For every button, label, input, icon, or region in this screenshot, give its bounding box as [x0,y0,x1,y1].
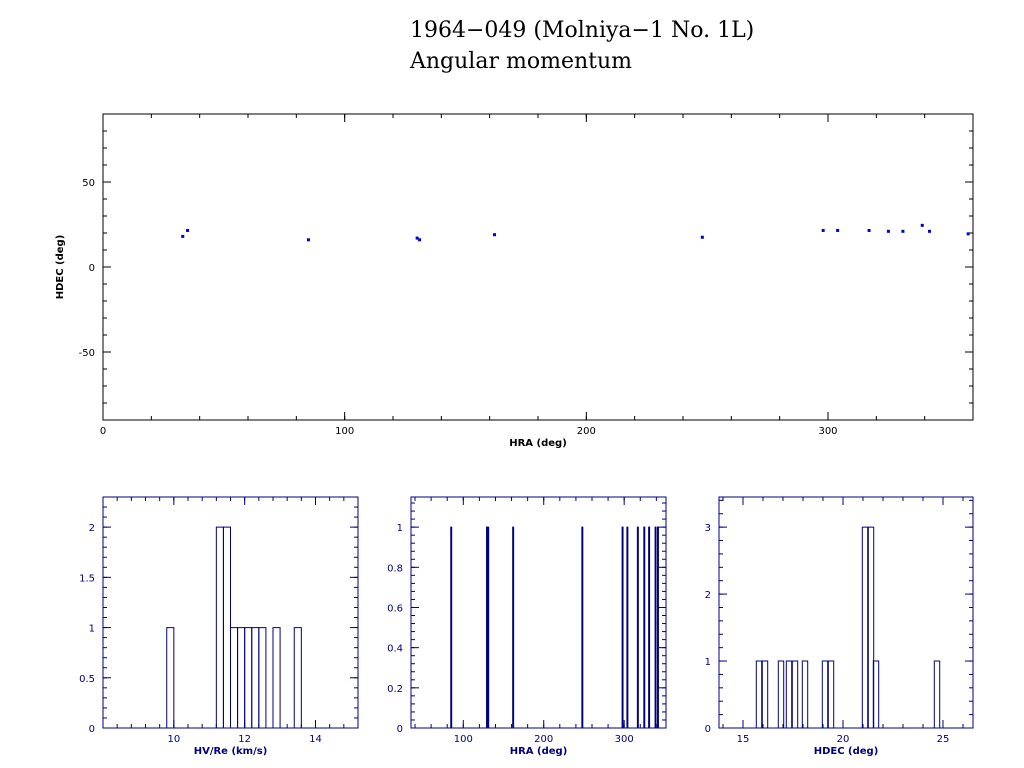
data-point [966,232,970,236]
y-tick-label: 1.5 [79,573,95,584]
histogram-bar [244,627,253,728]
y-tick-label: 0.6 [387,603,403,614]
histogram-bar [258,627,267,728]
histogram-bar [761,660,769,728]
histogram-bar [821,660,829,728]
histogram-bar [222,526,231,728]
plot-frame [102,113,974,421]
data-point [306,238,310,242]
histogram-bar [237,627,246,728]
y-tick-label: 1 [705,657,711,668]
histogram-bar [827,660,835,728]
data-point [186,228,190,232]
histogram-bar [621,526,624,728]
y-tick-label: 3 [705,523,711,534]
histogram-bar [755,660,763,728]
x-tick-label: 15 [737,734,750,745]
histogram-bar [512,526,515,728]
histogram-bar [293,627,302,728]
y-tick-label: 0.2 [387,684,403,695]
x-tick-label: 100 [454,734,473,745]
histogram-bar [251,627,260,728]
histogram-bar [648,526,651,728]
x-tick-label: 25 [937,734,950,745]
data-point [700,235,704,239]
histogram-bar [626,526,629,728]
y-tick-label: 0 [397,724,403,735]
histogram-bar [166,627,175,728]
y-tick-label: -50 [79,348,95,359]
x-tick-label: 0 [100,426,106,437]
x-axis-label: HRA (deg) [509,438,567,449]
histogram-bar [230,627,239,728]
data-point [920,223,924,227]
histogram-bar [656,526,659,728]
x-tick-label: 300 [615,734,634,745]
x-tick-label: 200 [534,734,553,745]
y-tick-label: 0.5 [79,674,95,685]
histogram-bar [654,526,657,728]
histogram-bar [636,526,639,728]
x-tick-label: 10 [167,734,180,745]
y-tick-label: 1 [397,523,403,534]
chart-title: 1964−049 (Molniya−1 No. 1L) [410,18,754,43]
data-point [867,228,871,232]
x-axis-label: HV/Re (km/s) [194,746,268,757]
data-point [901,229,905,233]
y-tick-label: 0 [705,724,711,735]
data-point [836,228,840,232]
y-tick-label: 50 [82,178,95,189]
histogram-bar [487,526,490,728]
y-tick-label: 0.4 [387,644,403,655]
histogram-bar [861,526,869,728]
x-tick-label: 14 [309,734,322,745]
data-point [886,229,890,233]
y-tick-label: 0.8 [387,563,403,574]
histogram-bar [867,526,875,728]
histogram-bar [581,526,584,728]
histogram-bar [791,660,799,728]
data-point [415,236,419,240]
data-point [928,229,931,233]
plot-frame [410,496,667,729]
y-tick-label: 1 [89,624,95,635]
data-point [181,234,185,238]
data-point [418,238,422,242]
histogram-bar [933,660,941,728]
y-tick-label: 0 [89,263,95,274]
x-axis-label: HRA (deg) [510,746,568,757]
x-tick-label: 200 [577,426,596,437]
x-tick-label: 100 [335,426,354,437]
x-tick-label: 20 [837,734,850,745]
plot-frame [718,496,974,729]
histogram-hra: 100 200 300 0 0.2 0.4 0.6 0.8 1 HRA (deg) [387,496,667,757]
data-point [493,233,496,237]
histogram-bar [450,526,453,728]
histogram-bar [801,660,809,728]
y-tick-label: 2 [89,523,95,534]
y-tick-label: 0 [89,724,95,735]
data-point [821,228,825,232]
scatter-plot-hra-hdec: 0 100 200 300 -50 0 50 HRA (deg) HDEC (deg) [55,113,974,449]
histogram-bar [643,526,646,728]
histogram-hdec: 15 20 25 0 1 2 3 HDEC (deg) [705,496,974,757]
chart-subtitle: Angular momentum [409,49,632,74]
histogram-bar [215,526,224,728]
histogram-bar [777,660,785,728]
x-tick-label: 12 [238,734,251,745]
histogram-bar [785,660,793,728]
y-tick-label: 2 [705,590,711,601]
x-tick-label: 300 [818,426,837,437]
y-axis-label: HDEC (deg) [55,235,66,300]
histogram-bar [872,660,880,728]
histogram-hv-re: 10 12 14 0 0.5 1 1.5 2 HV/Re (km/s) [79,496,359,757]
histogram-bar [272,627,281,728]
x-axis-label: HDEC (deg) [814,746,879,757]
